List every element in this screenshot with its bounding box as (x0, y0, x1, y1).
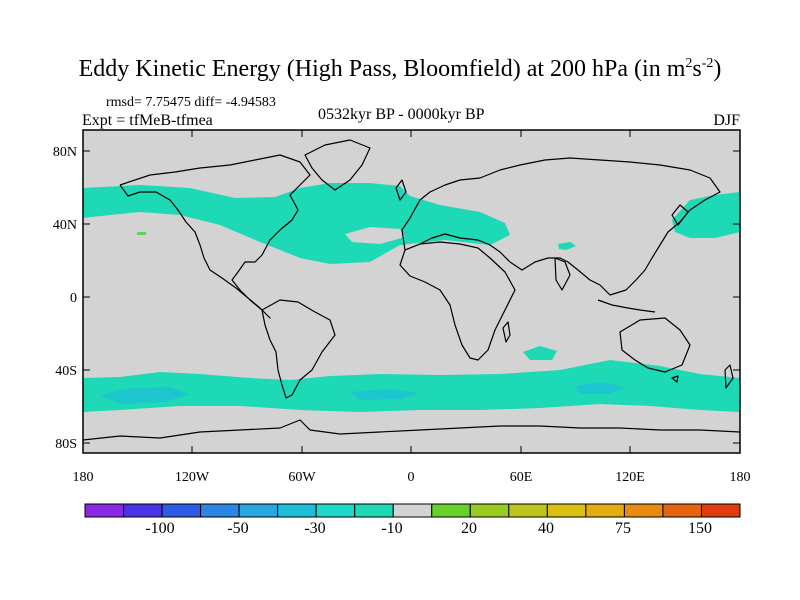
colorbar-box (662, 503, 702, 518)
sh-storm-track (83, 360, 740, 412)
colorbar-box (431, 503, 471, 518)
coastline-eurasia (401, 157, 721, 296)
lon-label-60e: 60E (510, 470, 533, 485)
lat-label-80n: 80N (53, 145, 77, 160)
colorbar-box (238, 503, 279, 518)
coastline-australia (619, 317, 691, 373)
lat-label-0: 0 (70, 291, 77, 306)
lon-label-180e: 180 (730, 470, 751, 485)
coastlines (82, 139, 741, 441)
colorbar-label-5: 20 (461, 520, 477, 537)
small-anomaly-asia (558, 242, 576, 250)
map-panel: 80N 40N 0 40S 80S 180 120W 60W 0 60E (53, 129, 751, 485)
coastline-new-zealand (724, 364, 734, 389)
coastline-tasmania (671, 375, 679, 383)
lat-label-40n: 40N (53, 218, 77, 233)
small-anomaly-green (137, 232, 146, 235)
colorbar-box (354, 503, 394, 518)
colorbar-box (700, 503, 741, 518)
coastline-greenland (304, 139, 371, 191)
colorbar-label-6: 40 (538, 520, 554, 537)
coastline-india (554, 257, 571, 291)
lat-labels: 80N 40N 0 40S 80S (53, 145, 77, 452)
colorbar (84, 503, 741, 518)
nh-atlantic-anomaly (83, 183, 510, 264)
rmsd-label: rmsd= 7.75475 diff= -4.94583 (106, 95, 276, 110)
nh-atlantic-hole (345, 227, 405, 244)
sh-storm-core-3 (575, 382, 625, 394)
season-label: DJF (713, 112, 740, 129)
colorbar-label-1: -100 (145, 520, 174, 537)
colorbar-label-2: -50 (227, 520, 248, 537)
colorbar-label-7: 75 (615, 520, 631, 537)
sh-storm-core-1 (100, 387, 190, 404)
sh-storm-core-2 (350, 389, 420, 400)
coastline-indonesia (597, 299, 656, 313)
experiment-label: Expt = tfMeB-tfmea (82, 112, 213, 129)
colorbar-box (161, 503, 202, 518)
lat-label-80s: 80S (55, 437, 77, 452)
lat-label-40s: 40S (55, 364, 77, 379)
period-label: 0532kyr BP - 0000kyr BP (318, 106, 485, 123)
colorbar-box (392, 503, 433, 518)
coastline-south-america (261, 299, 336, 399)
nh-pacific-anomaly (672, 192, 740, 238)
colorbar-box (315, 503, 356, 518)
coastline-uk (395, 179, 407, 201)
colorbar-box (546, 503, 587, 518)
coastline-africa (399, 241, 516, 361)
colorbar-label-3: -30 (304, 520, 325, 537)
colorbar-label-4: -10 (381, 520, 402, 537)
map-title: Eddy Kinetic Energy (High Pass, Bloomfie… (78, 56, 722, 82)
colorbar-box (200, 503, 240, 518)
coastline-antarctica (82, 419, 741, 441)
colorbar-box (585, 503, 625, 518)
coastline-japan (671, 204, 689, 226)
colorbar-box (84, 503, 125, 518)
lon-label-60w: 60W (288, 470, 316, 485)
colorbar-box (469, 503, 510, 518)
colorbar-box (623, 503, 664, 518)
lon-label-120w: 120W (175, 470, 210, 485)
colorbar-labels: -100 -50 -30 -10 20 40 75 150 (145, 520, 712, 537)
lon-label-120e: 120E (615, 470, 645, 485)
colorbar-box (123, 503, 163, 518)
lon-label-0: 0 (408, 470, 415, 485)
lat-axis (83, 150, 740, 444)
colorbar-label-8: 150 (688, 520, 712, 537)
coastline-north-america (119, 154, 311, 319)
lon-labels: 180 120W 60W 0 60E 120E 180 (73, 470, 751, 485)
lon-label-180w: 180 (73, 470, 94, 485)
sh-anomaly-patch (523, 346, 557, 360)
colorbar-box (277, 503, 317, 518)
colorbar-box (508, 503, 548, 518)
lon-axis (82, 130, 741, 453)
coastline-madagascar (502, 321, 511, 343)
